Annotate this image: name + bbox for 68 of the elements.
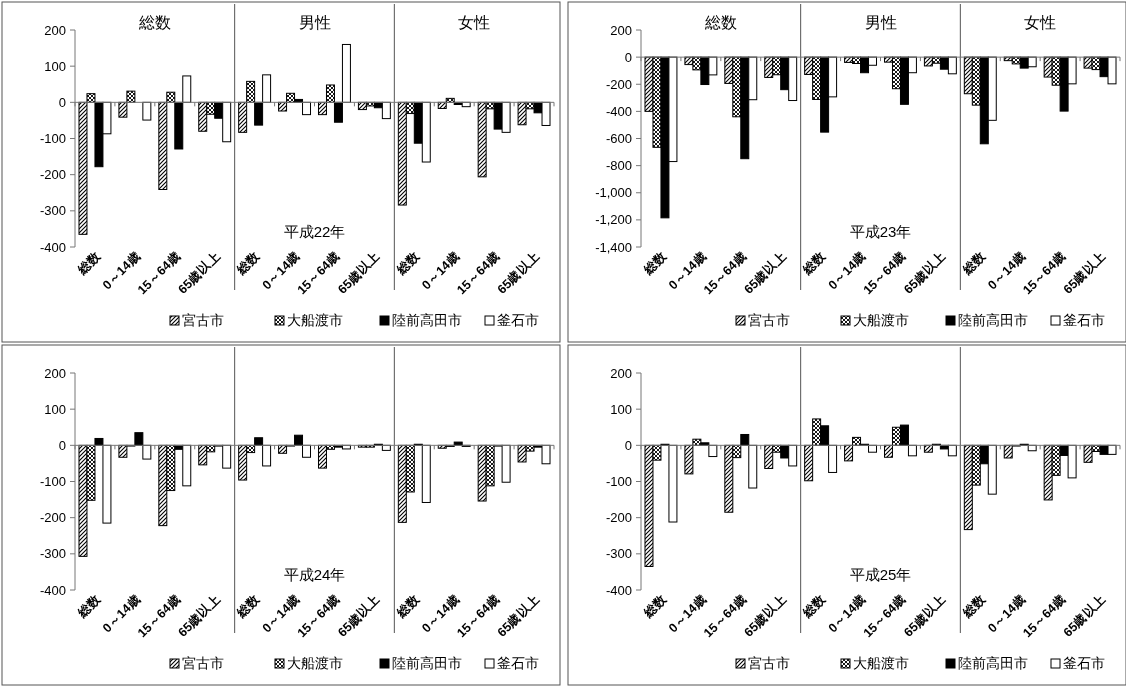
y-tick-label: -200 (605, 510, 632, 526)
y-tick-label: -1,200 (595, 212, 632, 228)
annotation: 男性 (864, 14, 897, 31)
annotation: 平成25年 (849, 566, 912, 583)
annotation: 男性 (298, 14, 331, 31)
y-tick-label: 0 (58, 437, 66, 453)
y-tick-label: -200 (605, 76, 632, 92)
y-tick-label: -300 (39, 203, 66, 219)
legend-label: 宮古市 (182, 655, 224, 671)
legend-label: 釜石市 (1063, 312, 1105, 328)
x-tick-label: 総数 (640, 248, 670, 279)
legend-label: 陸前高田市 (392, 655, 462, 671)
y-tick-label: -600 (605, 131, 632, 146)
y-tick-label: -100 (39, 474, 66, 489)
y-tick-label: -200 (39, 167, 66, 183)
y-tick-label: -400 (605, 103, 632, 119)
y-tick-label: -400 (605, 582, 632, 598)
legend-label: 釜石市 (1063, 655, 1105, 671)
x-tick-label: 総数 (959, 591, 990, 622)
x-tick-label: 総数 (393, 591, 424, 622)
annotation: 女性 (1024, 14, 1057, 31)
legend-label: 釜石市 (497, 312, 539, 328)
legend-label: 大船渡市 (287, 655, 343, 671)
annotation: 平成24年 (283, 566, 346, 583)
x-tick-label: 総数 (959, 248, 990, 279)
y-tick-label: 100 (610, 401, 632, 417)
legend-label: 釜石市 (497, 655, 539, 671)
legend-label: 陸前高田市 (958, 655, 1028, 671)
y-tick-label: 0 (58, 94, 66, 110)
y-tick-label: -400 (39, 239, 66, 255)
y-tick-label: -100 (605, 474, 632, 489)
x-tick-label: 総数 (799, 591, 830, 622)
y-tick-label: -200 (39, 510, 66, 526)
y-tick-label: 200 (44, 365, 66, 381)
y-tick-label: -1,000 (595, 185, 632, 201)
y-tick-label: 100 (44, 401, 66, 417)
y-tick-label: -400 (39, 582, 66, 598)
y-tick-label: -300 (605, 546, 632, 562)
y-tick-label: -300 (39, 546, 66, 562)
x-tick-label: 総数 (233, 591, 264, 622)
y-tick-label: -100 (39, 131, 66, 146)
y-tick-label: 0 (624, 49, 632, 65)
y-tick-label: 100 (44, 58, 66, 74)
annotation: 総数 (137, 14, 171, 31)
x-tick-label: 総数 (640, 591, 670, 622)
y-tick-label: -1,400 (595, 239, 632, 255)
legend-label: 陸前高田市 (392, 312, 462, 328)
y-tick-label: 200 (610, 22, 632, 38)
x-tick-label: 総数 (393, 248, 424, 279)
annotation: 女性 (458, 14, 491, 31)
y-tick-label: 200 (610, 365, 632, 381)
y-tick-label: 0 (624, 437, 632, 453)
annotation: 平成22年 (283, 223, 346, 240)
x-tick-label: 総数 (233, 248, 264, 279)
annotation: 総数 (703, 14, 737, 31)
legend-label: 宮古市 (748, 312, 790, 328)
x-tick-label: 総数 (74, 591, 104, 622)
y-tick-label: 200 (44, 22, 66, 38)
x-tick-label: 総数 (74, 248, 104, 279)
legend-label: 大船渡市 (853, 312, 909, 328)
legend-label: 大船渡市 (287, 312, 343, 328)
annotation: 平成23年 (849, 223, 912, 240)
x-tick-label: 総数 (799, 248, 830, 279)
legend-label: 宮古市 (748, 655, 790, 671)
legend-label: 宮古市 (182, 312, 224, 328)
legend-label: 大船渡市 (853, 655, 909, 671)
legend-label: 陸前高田市 (958, 312, 1028, 328)
y-tick-label: -800 (605, 158, 632, 174)
